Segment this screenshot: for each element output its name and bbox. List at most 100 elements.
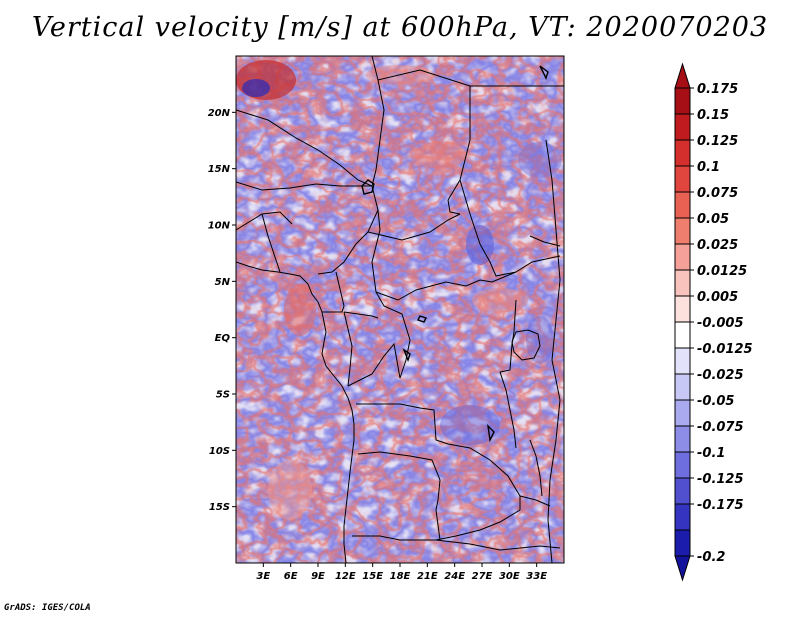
upward-patch <box>268 460 312 520</box>
lake-outline <box>417 315 427 323</box>
border <box>236 181 372 191</box>
lake-outline <box>539 65 549 80</box>
colorbar-label: 0.075 <box>697 186 738 201</box>
colorbar-label: 0.05 <box>697 212 729 227</box>
border <box>236 109 373 187</box>
colorbar-label: 0.175 <box>697 82 738 97</box>
colorbar: 0.175 0.15 0.125 0.1 0.075 0.05 0.025 0.0125 0.0… <box>674 62 753 582</box>
strong-signal-patches <box>236 60 562 520</box>
colorbar-swatch <box>674 451 691 479</box>
lat-tick-label: 5S <box>216 390 230 401</box>
border <box>447 199 461 215</box>
colorbar-label: -0.0125 <box>697 342 753 357</box>
lon-tick-label: 12E <box>335 571 356 582</box>
upward-patch <box>284 284 316 336</box>
border <box>367 213 461 241</box>
latitude-axis: 20N 15N 10N 5N EQ 5S 10S 15S <box>208 108 236 513</box>
lakes <box>361 65 549 443</box>
lon-tick-label: 3E <box>256 571 270 582</box>
border <box>371 56 385 187</box>
colorbar-swatch <box>674 347 691 375</box>
lon-tick-label: 27E <box>472 571 493 582</box>
border <box>261 213 281 273</box>
border <box>347 342 401 387</box>
chart-title: Vertical velocity [m/s] at 600hPa, VT: 2… <box>31 12 769 43</box>
lat-tick-label: 10S <box>209 446 230 457</box>
lat-tick-label: EQ <box>215 333 231 344</box>
colorbar-swatch <box>674 191 691 219</box>
colorbar-label: -0.2 <box>697 550 725 565</box>
strong-downward-patch <box>242 79 270 97</box>
border <box>357 451 441 511</box>
colorbar-label: -0.025 <box>697 368 744 383</box>
colorbar-swatch <box>674 269 691 297</box>
colorbar-label: -0.125 <box>697 472 744 487</box>
colorbar-swatch <box>674 87 691 115</box>
colorbar-top-arrow <box>674 62 691 89</box>
lon-tick-label: 33E <box>526 571 547 582</box>
colorbar-label: 0.1 <box>697 160 720 175</box>
map-panel: 20N 15N 10N 5N EQ 5S 10S 15S 3E 6E 9E 12E 15E 18E 21E… <box>208 55 565 582</box>
upward-patch <box>472 288 528 312</box>
colorbar-label: -0.005 <box>697 316 744 331</box>
colorbar-swatch <box>674 477 691 505</box>
border <box>435 509 441 541</box>
border <box>343 311 353 387</box>
border <box>515 255 561 273</box>
lat-tick-label: 20N <box>208 108 231 119</box>
colorbar-swatch <box>674 373 691 401</box>
border <box>371 209 517 301</box>
colorbar-swatch <box>674 529 691 557</box>
lake-malawi-shore <box>529 439 543 497</box>
lon-tick-label: 30E <box>499 571 520 582</box>
grads-credit: GrADS: IGES/COLA <box>4 603 91 613</box>
lon-tick-label: 15E <box>362 571 383 582</box>
lon-tick-label: 18E <box>390 571 411 582</box>
colorbar-label: 0.025 <box>697 238 738 253</box>
colorbar-label: 0.0125 <box>697 264 747 279</box>
border <box>322 271 345 313</box>
border <box>529 235 561 247</box>
upward-patch <box>414 141 466 169</box>
lon-tick-label: 6E <box>284 571 298 582</box>
lat-tick-label: 15S <box>209 502 230 513</box>
colorbar-swatch <box>674 139 691 167</box>
colorbar-swatch <box>674 425 691 453</box>
lake-outline <box>402 348 411 363</box>
border <box>519 495 551 507</box>
border <box>236 211 293 231</box>
border <box>377 69 471 201</box>
border <box>343 311 379 319</box>
colorbar-label: -0.1 <box>697 446 725 461</box>
colorbar-swatch <box>674 165 691 193</box>
border <box>435 539 561 551</box>
lon-tick-label: 24E <box>444 571 465 582</box>
colorbar-label: -0.175 <box>697 498 744 513</box>
lon-tick-label: 21E <box>417 571 438 582</box>
downward-patch <box>440 405 500 445</box>
border <box>499 299 517 373</box>
colorbar-swatch <box>674 321 691 349</box>
colorbar-label: 0.005 <box>697 290 738 305</box>
colorbar-label: -0.05 <box>697 394 734 409</box>
colorbar-bottom-arrow <box>674 555 691 582</box>
lake-tanganyika-shore <box>499 371 517 449</box>
coastline <box>236 261 355 563</box>
colorbar-swatch <box>674 295 691 323</box>
colorbar-swatch <box>674 503 691 531</box>
downward-patch <box>518 142 562 178</box>
lon-tick-label: 9E <box>311 571 325 582</box>
lat-tick-label: 10N <box>208 221 231 232</box>
colorbar-swatch <box>674 243 691 271</box>
lake-chad-outline <box>361 179 375 195</box>
colorbar-label: -0.075 <box>697 420 744 435</box>
lat-tick-label: 5N <box>215 277 231 288</box>
east-border <box>545 139 561 563</box>
colorbar-swatch <box>674 217 691 245</box>
lake-victoria-shore <box>511 329 541 361</box>
border <box>459 179 517 277</box>
lake-outline <box>487 424 495 443</box>
longitude-axis: 3E 6E 9E 12E 15E 18E 21E 24E 27E 30E 33E <box>256 563 547 582</box>
border <box>356 403 521 510</box>
